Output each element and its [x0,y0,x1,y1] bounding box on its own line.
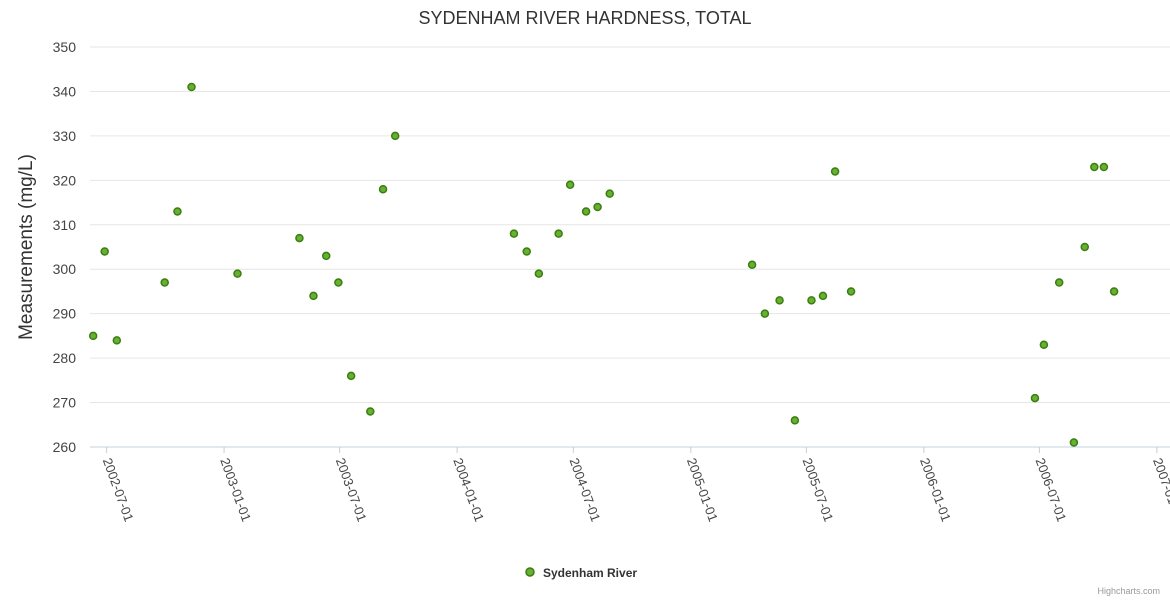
data-point[interactable] [807,296,816,305]
y-tick-label: 330 [53,128,77,144]
data-point[interactable] [846,287,856,296]
data-point[interactable] [321,251,331,261]
y-tick-label: 270 [53,395,77,411]
data-point[interactable] [390,131,400,141]
data-point[interactable] [1080,242,1089,252]
data-point[interactable] [295,233,304,243]
data-point[interactable] [366,407,375,416]
y-tick-label: 280 [53,350,77,366]
credits-link[interactable]: Highcharts.com [1097,586,1160,596]
y-tick-label: 340 [53,83,77,99]
data-point[interactable] [760,309,770,318]
y-tick-label: 350 [53,39,77,55]
data-point[interactable] [112,336,122,345]
data-point[interactable] [522,247,531,256]
grid-lines [90,46,1170,448]
data-point[interactable] [565,180,575,190]
data-point[interactable] [581,207,591,216]
legend[interactable]: Sydenham River [525,566,637,580]
data-points [88,82,1119,447]
y-tick-label: 260 [53,439,77,455]
data-point[interactable] [534,269,544,278]
data-point[interactable] [1030,393,1040,403]
legend-marker-icon[interactable] [525,567,535,577]
data-point[interactable] [346,371,356,381]
data-point[interactable] [830,167,840,176]
data-point[interactable] [173,207,182,216]
data-point[interactable] [1109,287,1119,296]
data-point[interactable] [1099,162,1109,172]
data-point[interactable] [160,278,169,287]
data-point[interactable] [233,269,242,278]
data-point[interactable] [1090,162,1099,172]
data-point[interactable] [334,278,343,287]
data-point[interactable] [1039,340,1049,350]
data-point[interactable] [605,189,614,198]
y-tick-label: 320 [53,172,77,188]
data-point[interactable] [309,291,318,301]
legend-label[interactable]: Sydenham River [543,566,637,580]
data-point[interactable] [790,416,800,425]
data-point[interactable] [1069,438,1079,447]
data-point[interactable] [775,296,784,305]
data-point[interactable] [100,247,109,256]
data-point[interactable] [554,229,563,238]
data-point[interactable] [187,82,196,92]
data-point[interactable] [88,331,98,341]
data-point[interactable] [1054,278,1064,287]
data-point[interactable] [593,202,602,212]
data-point[interactable] [378,184,388,194]
y-tick-label: 290 [53,306,77,322]
y-tick-label: 310 [53,217,77,233]
y-tick-label: 300 [53,261,77,277]
chart-title: SYDENHAM RIVER HARDNESS, TOTAL [418,8,751,28]
data-point[interactable] [509,229,519,238]
data-point[interactable] [818,291,828,301]
y-axis-title: Measurements (mg/L) [16,154,37,340]
data-point[interactable] [747,260,757,270]
